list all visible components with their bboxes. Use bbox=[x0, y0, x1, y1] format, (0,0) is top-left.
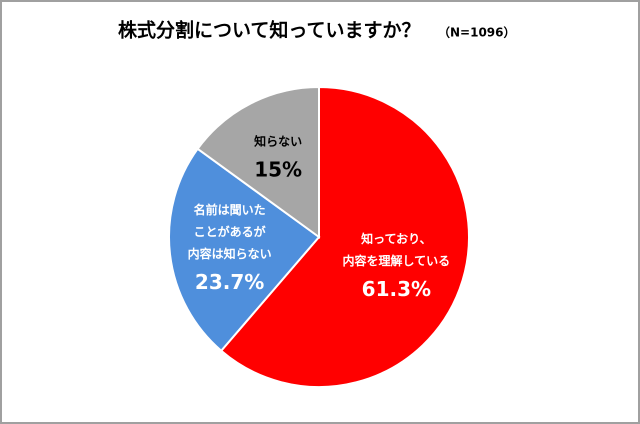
slice-label: 内容は知らない bbox=[188, 246, 272, 261]
value-label: 23.7% bbox=[195, 270, 264, 294]
pie-slice bbox=[168, 147, 321, 353]
slice-label: ことがあるが bbox=[194, 224, 266, 239]
pie-slice bbox=[196, 85, 320, 239]
value-label: 15% bbox=[254, 157, 302, 181]
chart-title: 株式分割について知っていますか？ bbox=[118, 19, 420, 42]
slice-label: 内容を理解している bbox=[343, 253, 451, 268]
slice-label: 知っており、 bbox=[360, 231, 432, 246]
slice-label: 知らない bbox=[253, 133, 302, 148]
value-label: 61.3% bbox=[362, 277, 431, 301]
pie-slice bbox=[219, 85, 470, 388]
slice-label: 名前は聞いた bbox=[194, 202, 266, 217]
chart-subtitle: （N=1096） bbox=[438, 25, 516, 40]
